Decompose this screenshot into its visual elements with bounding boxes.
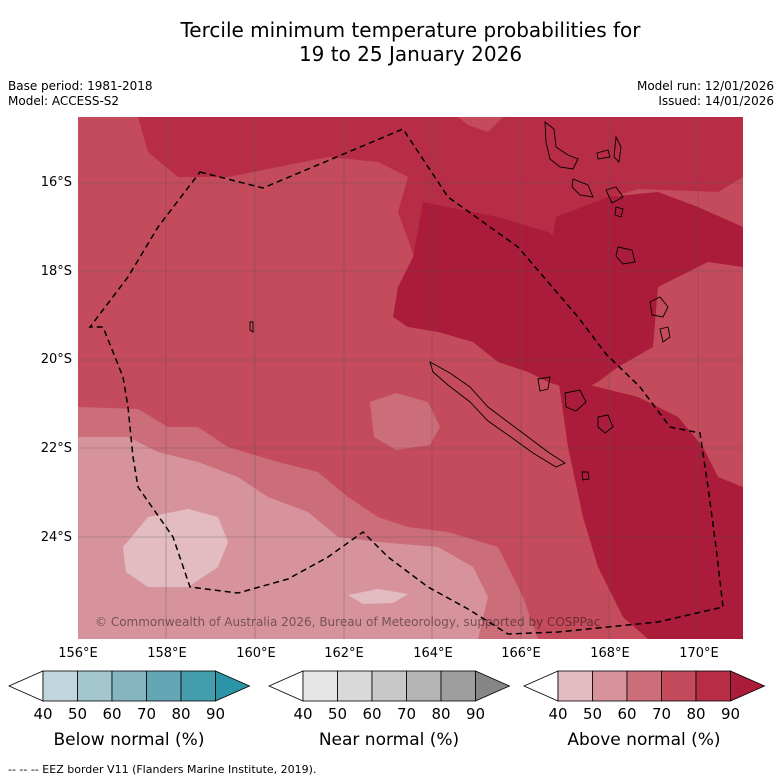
vanuatu-island-2 [613,135,622,163]
map-title: Tercile minimum temperature probabilitie… [0,18,781,66]
island-east-1 [649,296,669,318]
probability-map: © Commonwealth of Australia 2026, Bureau… [78,117,743,639]
colorbar-segment [42,670,78,702]
colorbar-tick-label: 50 [67,705,88,723]
colorbar-above-normal [523,670,766,702]
lon-label: 168°E [590,646,630,661]
eez-border [88,128,724,635]
lat-label: 16°S [40,175,72,190]
colorbar-below-normal [8,670,251,702]
gridlines [78,117,743,639]
colorbars [8,670,766,702]
colorbar-tick-label: 70 [651,705,672,723]
lon-label: 156°E [58,646,98,661]
loyalty-island-3 [597,414,614,434]
lon-label: 162°E [324,646,364,661]
new-caledonia-coast [429,361,566,468]
colorbar-tick-label: 90 [205,705,226,723]
loyalty-island-1 [537,376,551,392]
prob-region-40-50-southwest [123,509,228,587]
lat-label: 20°S [40,352,72,367]
colorbar-tick-label: 80 [431,705,451,723]
colorbar-tick-label: 90 [465,705,486,723]
colorbar-tick-label: 50 [582,705,603,723]
lat-label: 22°S [40,441,72,456]
colorbar-tick-label: 60 [362,705,382,723]
islet-west [249,321,254,333]
colorbar-segment [337,670,373,702]
colorbar-tick-label: 40 [33,705,53,723]
colorbar-segment [592,670,628,702]
colorbar-segment [440,670,476,702]
vanuatu-island-5 [605,186,624,204]
colorbar-tick-label: 80 [686,705,706,723]
lat-label: 18°S [40,264,72,279]
colorbar-tick-label: 70 [396,705,417,723]
model-run: Model run: 12/01/2026 [636,79,774,93]
prob-region-90-plus [393,192,743,392]
vanuatu-island-3 [596,149,611,160]
vanuatu-island-7 [615,246,636,265]
colorbar-segment [371,670,407,702]
colorbar-extend-high [475,670,511,702]
prob-region-40-50-south [348,589,408,604]
issued-date: Issued: 14/01/2026 [658,94,774,108]
colorbar-segment [695,670,731,702]
colorbar-extend-high [215,670,251,702]
colorbar-tick-label: 80 [171,705,191,723]
colorbar-segment [146,670,182,702]
colorbar-title-below: Below normal (%) [53,730,205,750]
colorbar-tick-label: 70 [136,705,157,723]
colorbar-near-normal [268,670,511,702]
title-line-1: Tercile minimum temperature probabilitie… [180,18,641,42]
metadata-right: Model run: 12/01/2026 Issued: 14/01/2026 [637,79,774,109]
lon-label: 160°E [236,646,276,661]
colorbar-segment [626,670,662,702]
prob-region-90-plus-southeast [558,377,743,639]
colorbar-tick-label: 40 [293,705,313,723]
lon-label: 164°E [413,646,453,661]
coastlines [249,121,671,481]
lat-label: 24°S [40,530,72,545]
vanuatu-island-6 [614,206,624,218]
colorbar-segment [302,670,338,702]
island-south [581,471,590,481]
prob-region-50-60-southwest [78,437,488,639]
colorbar-title-above: Above normal (%) [567,730,721,750]
colorbar-extend-low [268,670,304,702]
metadata-left: Base period: 1981-2018 Model: ACCESS-S2 [8,79,153,109]
model-name: Model: ACCESS-S2 [8,94,120,108]
colorbar-extend-low [8,670,44,702]
base-period: Base period: 1981-2018 [8,79,153,93]
colorbar-segment [111,670,147,702]
copyright-notice: © Commonwealth of Australia 2026, Bureau… [95,615,600,629]
island-east-2 [659,326,671,343]
map-svg: © Commonwealth of Australia 2026, Bureau… [78,117,743,639]
prob-region-60-70-central [370,393,440,450]
colorbar-title-near: Near normal (%) [318,730,460,750]
vanuatu-island-1 [544,121,579,170]
colorbar-tick-label: 40 [548,705,568,723]
title-line-2: 19 to 25 January 2026 [298,42,523,66]
colorbar-tick-label: 60 [102,705,122,723]
footer-note: -- -- -- EEZ border V11 (Flanders Marine… [8,763,317,776]
lon-label: 170°E [679,646,719,661]
colorbar-tick-label: 60 [617,705,637,723]
lon-label: 166°E [501,646,541,661]
loyalty-island-2 [564,389,587,412]
colorbar-extend-high [730,670,766,702]
lon-label: 158°E [147,646,187,661]
colorbar-tick-label: 50 [327,705,348,723]
colorbar-tick-label: 90 [720,705,741,723]
vanuatu-island-4 [571,178,594,198]
colorbar-segment [180,670,216,702]
colorbar-segment [77,670,113,702]
colorbar-segment [661,670,697,702]
colorbar-segment [406,670,442,702]
colorbar-segment [557,670,593,702]
colorbar-extend-low [523,670,559,702]
